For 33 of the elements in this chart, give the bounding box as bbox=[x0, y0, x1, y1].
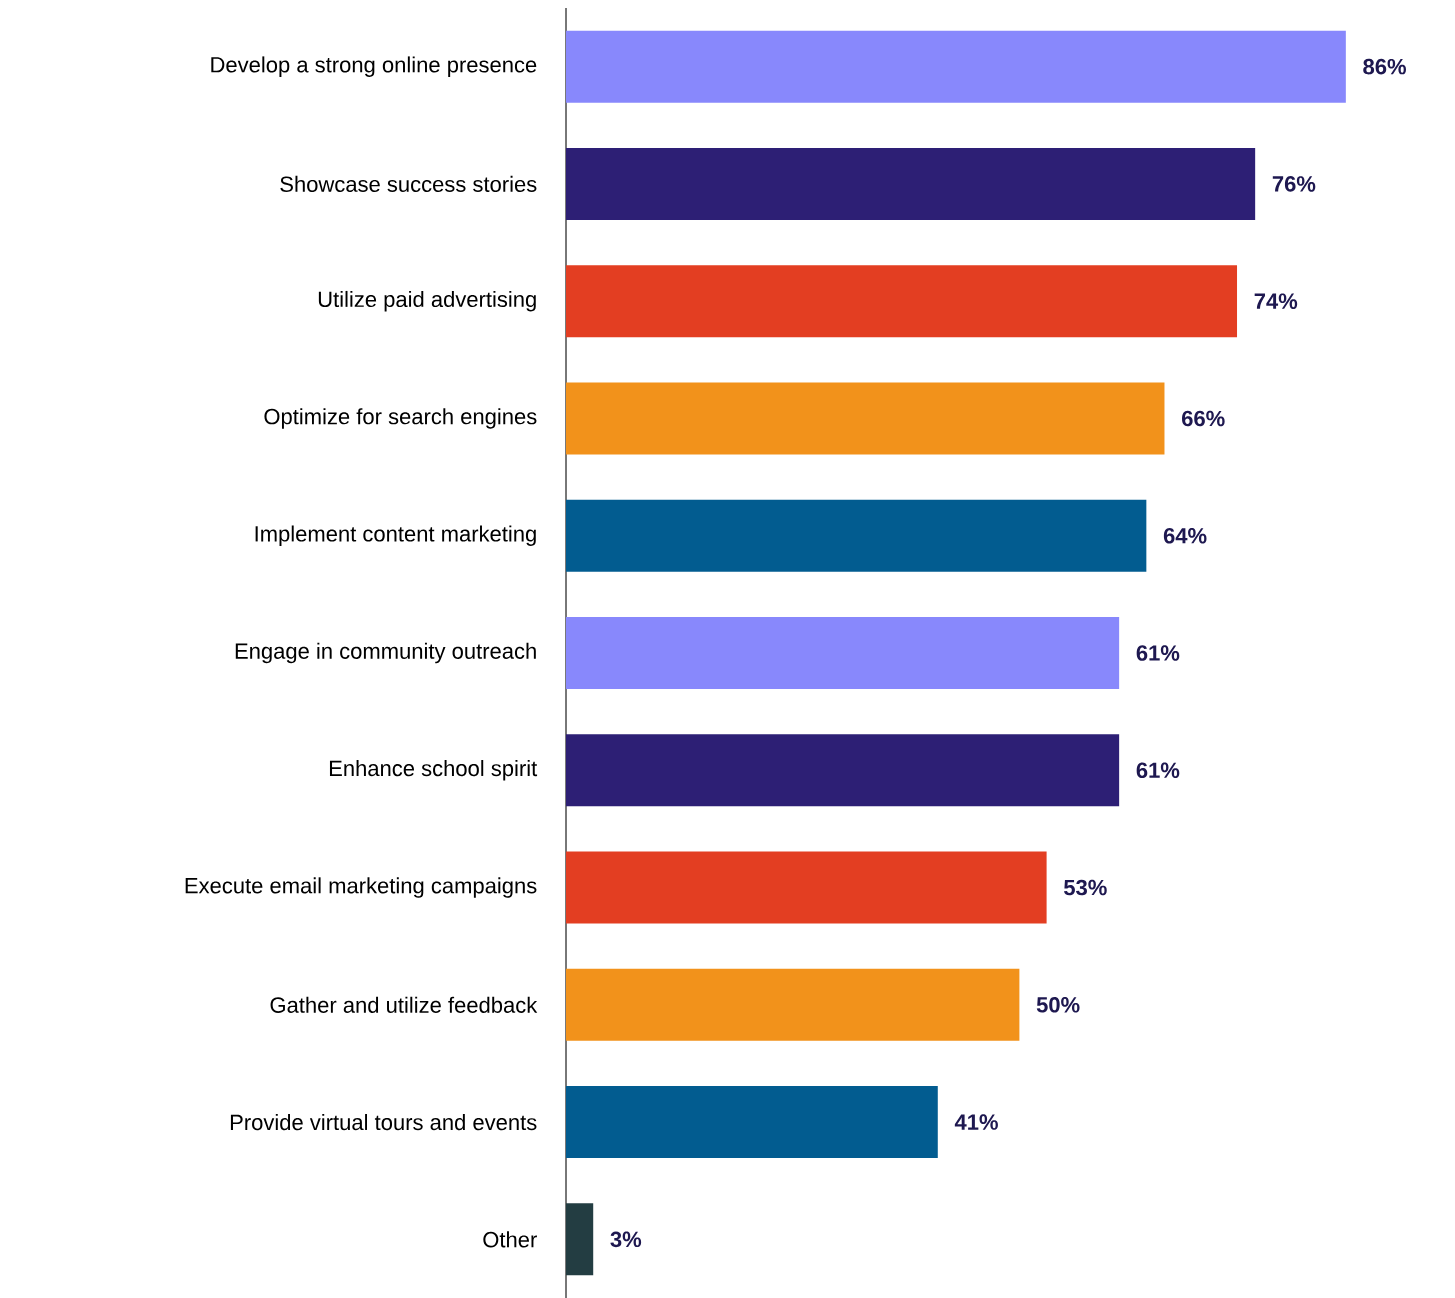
data-label: 61% bbox=[1136, 645, 1180, 661]
y-tick-label: Enhance school spirit bbox=[329, 760, 538, 781]
bar bbox=[566, 1203, 594, 1276]
y-tick-label: Optimize for search engines bbox=[264, 408, 537, 429]
data-label: 86% bbox=[1363, 58, 1406, 75]
y-tick-label: Other bbox=[483, 1231, 537, 1248]
data-label: 76% bbox=[1272, 176, 1316, 192]
y-tick-label: Execute email marketing campaigns bbox=[185, 877, 537, 898]
data-label: 64% bbox=[1163, 527, 1207, 544]
bar bbox=[566, 968, 1020, 1041]
data-label: 66% bbox=[1182, 410, 1225, 427]
y-tick-label: Implement content marketing bbox=[255, 525, 536, 546]
bar bbox=[566, 499, 1147, 572]
data-label: 50% bbox=[1036, 997, 1080, 1013]
bar bbox=[566, 30, 1346, 103]
y-tick-label: Engage in community outreach bbox=[235, 642, 536, 664]
y-tick-label: Showcase success stories bbox=[280, 175, 537, 192]
bar bbox=[566, 617, 1120, 689]
bar bbox=[566, 734, 1120, 807]
data-label: 61% bbox=[1136, 762, 1180, 779]
y-tick-label: Provide virtual tours and events bbox=[230, 1114, 537, 1131]
y-tick-label: Develop a strong online presence bbox=[211, 56, 537, 77]
bar bbox=[566, 265, 1238, 338]
data-label: 74% bbox=[1254, 293, 1298, 309]
data-label: 41% bbox=[954, 1114, 998, 1130]
y-tick-label: Utilize paid advertising bbox=[318, 290, 536, 312]
bar bbox=[566, 147, 1256, 220]
y-tick-label: Gather and utilize feedback bbox=[270, 996, 538, 1013]
bar bbox=[566, 1086, 938, 1159]
data-label: 3% bbox=[610, 1231, 642, 1248]
bar bbox=[566, 851, 1047, 924]
data-label: 53% bbox=[1063, 879, 1107, 896]
bar bbox=[566, 382, 1165, 455]
